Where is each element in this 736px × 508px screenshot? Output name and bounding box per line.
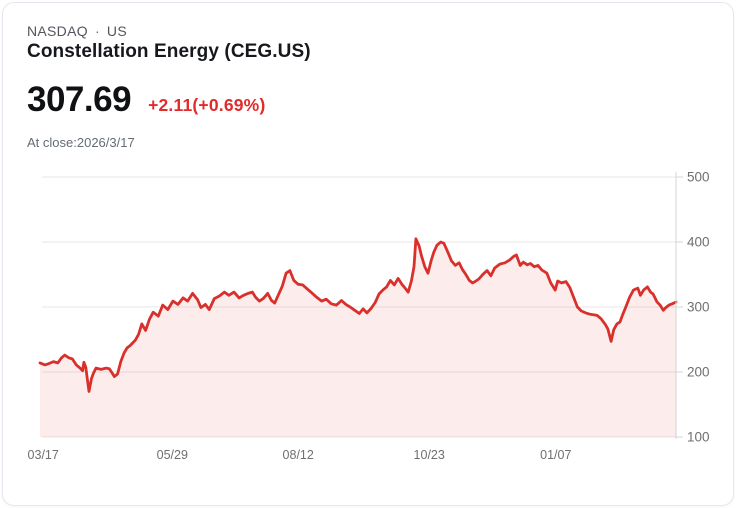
x-axis-label: 10/23 (414, 448, 445, 462)
price-line (38, 237, 678, 393)
y-axis-label: 100 (687, 430, 710, 445)
x-axis-label: 08/12 (283, 448, 314, 462)
x-axis-label: 01/07 (540, 448, 571, 462)
y-axis-label: 400 (687, 235, 710, 250)
stock-title: Constellation Energy (CEG.US) (27, 41, 311, 62)
y-axis-label: 200 (687, 365, 710, 380)
x-axis-label: 05/29 (157, 448, 188, 462)
exchange-row: NASDAQ · US (27, 23, 127, 39)
separator-dot: · (94, 23, 100, 39)
y-axis-label: 300 (687, 300, 710, 315)
exchange-label: NASDAQ (27, 23, 88, 39)
region-label: US (106, 23, 127, 39)
current-price: 307.69 (27, 80, 132, 119)
y-axis-label: 500 (687, 170, 710, 185)
close-info: At close:2026/3/17 (27, 135, 135, 150)
price-change: +2.11(+0.69%) (148, 95, 266, 115)
price-area (40, 238, 676, 437)
price-row: 307.69 +2.11(+0.69%) (27, 80, 265, 120)
x-axis-label: 03/17 (28, 448, 59, 462)
